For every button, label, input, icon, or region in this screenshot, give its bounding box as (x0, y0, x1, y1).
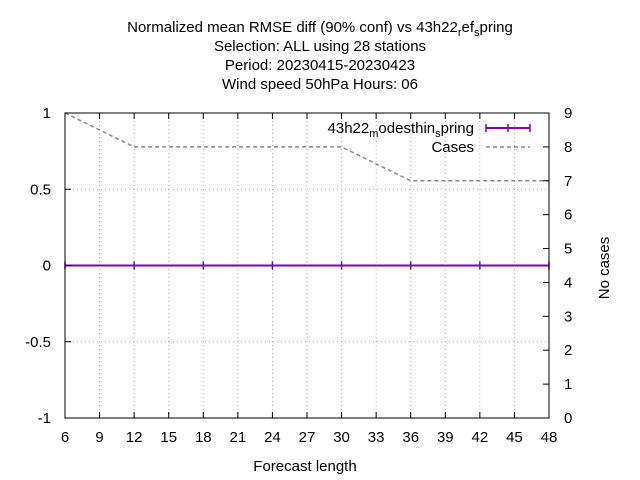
legend-label: Cases (431, 139, 474, 156)
text-part: pring (480, 19, 513, 36)
series-line (64, 112, 549, 182)
text-part: Period: 20230415-20230423 (225, 57, 415, 74)
y-right-tick-label: 6 (564, 207, 572, 224)
text-part: ef (462, 19, 475, 36)
title-line: Selection: ALL using 28 stations (214, 38, 426, 55)
text-part: Selection: ALL using 28 stations (214, 38, 426, 55)
title-line: Period: 20230415-20230423 (225, 57, 415, 74)
plot-series (64, 112, 550, 270)
y-left-tick-label: 0 (43, 258, 51, 275)
x-tick-label: 27 (299, 429, 316, 446)
x-axis-label: Forecast length (253, 458, 356, 475)
x-tick-label: 45 (506, 429, 523, 446)
title-line: Normalized mean RMSE diff (90% conf) vs … (127, 19, 513, 39)
y-right-tick-label: 8 (564, 139, 572, 156)
y-right-tick-label: 9 (564, 105, 572, 122)
y-left-tick-label: 1 (43, 105, 51, 122)
title-line: Wind speed 50hPa Hours: 06 (222, 76, 418, 93)
text-part: pring (441, 120, 474, 137)
y-right-tick-label: 5 (564, 241, 572, 258)
x-tick-label: 24 (264, 429, 281, 446)
subscript-text: m (369, 128, 378, 140)
text-part: odesthin (378, 120, 435, 137)
x-tick-label: 42 (472, 429, 489, 446)
x-tick-label: 39 (437, 429, 454, 446)
x-tick-label: 33 (368, 429, 385, 446)
x-tick-label: 48 (541, 429, 558, 446)
text-part: 43h22 (328, 120, 370, 137)
y-right-tick-label: 0 (564, 410, 572, 427)
x-tick-label: 9 (95, 429, 103, 446)
legend-label: 43h22modesthinspring (328, 120, 474, 140)
x-tick-label: 30 (333, 429, 350, 446)
y-right-tick-label: 3 (564, 308, 572, 325)
x-tick-label: 21 (230, 429, 247, 446)
text-part: Wind speed 50hPa Hours: 06 (222, 76, 418, 93)
y-right-tick-label: 2 (564, 342, 572, 359)
subscript-text: s (435, 128, 441, 140)
y-left-tick-label: -1 (38, 410, 51, 427)
y-right-tick-label: 4 (564, 274, 572, 291)
y-left-tick-label: -0.5 (25, 334, 51, 351)
x-tick-label: 6 (61, 429, 69, 446)
subscript-text: r (458, 27, 462, 39)
y-right-tick-label: 7 (564, 173, 572, 190)
y-left-tick-label: 0.5 (30, 181, 51, 198)
y-right-tick-label: 1 (564, 376, 572, 393)
axis-ticks: 6 9 12 15 18 21 24 27 30 33 36 39 42 45 4810.50-0.5-19… (25, 105, 572, 446)
chart-title: Normalized mean RMSE diff (90% conf) vs … (127, 19, 513, 93)
text-part: Normalized mean RMSE diff (90% conf) vs … (127, 19, 458, 36)
x-tick-label: 36 (402, 429, 419, 446)
x-tick-label: 12 (126, 429, 143, 446)
x-tick-label: 15 (160, 429, 177, 446)
y-axis-right-label: No cases (596, 237, 613, 300)
subscript-text: s (474, 27, 480, 39)
x-tick-label: 18 (195, 429, 212, 446)
